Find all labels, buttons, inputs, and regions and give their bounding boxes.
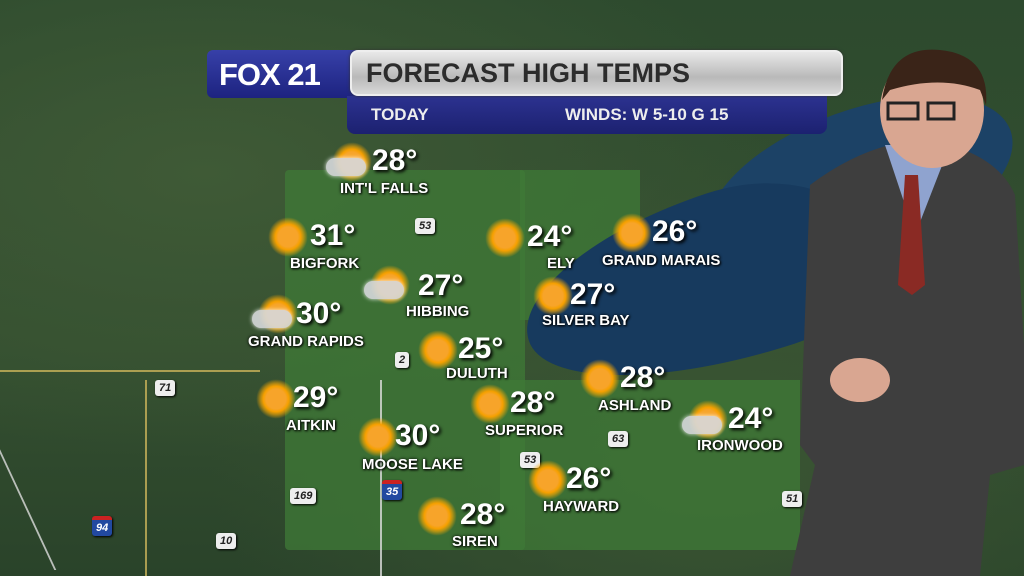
sun-icon (256, 379, 296, 419)
city-temp: 24° (728, 402, 774, 435)
sun-icon (580, 359, 620, 399)
city-name: HIBBING (406, 303, 470, 320)
sun-icon (358, 417, 398, 457)
city-name: SUPERIOR (485, 422, 564, 439)
city-temp: 28° (620, 361, 666, 394)
city-name: INT'L FALLS (340, 180, 429, 197)
city-name: AITKIN (286, 417, 336, 434)
city-temp: 24° (527, 220, 573, 253)
cloud-icon (252, 310, 292, 328)
sun-icon (418, 330, 458, 370)
interstate-shield: 35 (382, 480, 403, 500)
city-name: MOOSE LAKE (362, 456, 463, 473)
meteorologist (790, 49, 1024, 576)
city-name: SILVER BAY (542, 312, 630, 329)
road (0, 370, 260, 372)
city-temp: 28° (372, 144, 418, 177)
city-name: IRONWOOD (697, 437, 783, 454)
city-temp: 30° (296, 297, 342, 330)
city-name: GRAND RAPIDS (248, 333, 364, 350)
city-temp: 25° (458, 332, 504, 365)
city-temp: 26° (566, 462, 612, 495)
interstate-shield: 94 (92, 516, 113, 536)
city-temp: 29° (293, 381, 339, 414)
sun-icon (528, 460, 568, 500)
sun-icon (417, 496, 457, 536)
sun-icon (533, 276, 573, 316)
highway-shield: 51 (782, 491, 803, 507)
sun-icon (268, 217, 308, 257)
sun-icon (485, 218, 525, 258)
period-label: TODAY (371, 105, 429, 124)
highway-shield: 10 (216, 533, 237, 549)
city-temp: 28° (510, 386, 556, 419)
winds-label: WINDS: W 5-10 G 15 (565, 105, 729, 124)
city-temp: 28° (460, 498, 506, 531)
highway-shield: 63 (608, 431, 629, 447)
city-temp: 27° (570, 278, 616, 311)
page-title: FORECAST HIGH TEMPS (350, 50, 843, 96)
city-name: ASHLAND (598, 397, 672, 414)
cloud-icon (364, 281, 404, 299)
city-temp: 27° (418, 269, 464, 302)
city-temp: 30° (395, 419, 441, 452)
city-name: HAYWARD (543, 498, 620, 515)
cloud-icon (326, 158, 366, 176)
city-name: GRAND MARAIS (602, 252, 721, 269)
cloud-icon (682, 416, 722, 434)
road (145, 380, 147, 576)
city-temp: 31° (310, 219, 356, 252)
highway-shield: 53 (415, 218, 436, 234)
city-name: ELY (547, 255, 575, 272)
city-name: BIGFORK (290, 255, 360, 272)
sun-icon (470, 384, 510, 424)
sun-icon (612, 213, 652, 253)
interstate-35-road (380, 380, 382, 576)
highway-shield: 169 (290, 488, 317, 504)
city-name: DULUTH (446, 365, 508, 382)
fox21-logo: FOX 21 (207, 50, 357, 98)
city-name: SIREN (452, 533, 498, 550)
highway-shield: 71 (155, 380, 176, 396)
highway-shield: 2 (395, 352, 410, 368)
city-temp: 26° (652, 215, 698, 248)
subtitle-bar: TODAY WINDS: W 5-10 G 15 (347, 96, 827, 134)
